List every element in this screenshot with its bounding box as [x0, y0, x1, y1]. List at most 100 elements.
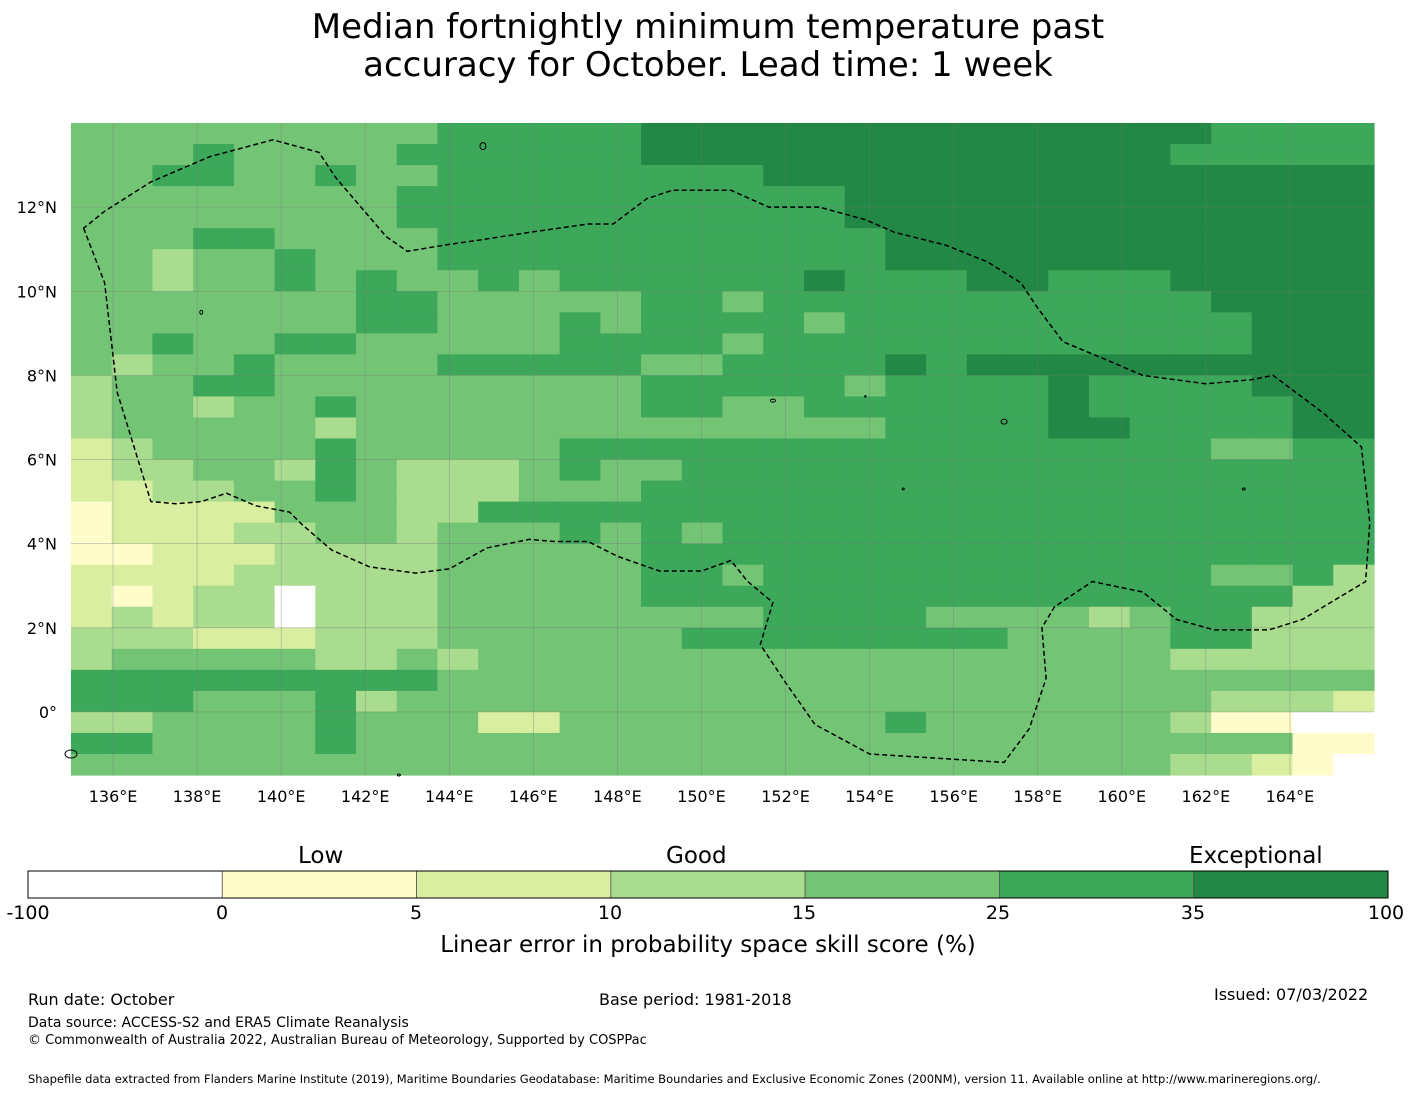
skill-cell — [722, 585, 764, 608]
skill-cell — [1211, 207, 1253, 229]
skill-cell — [111, 753, 154, 776]
skill-cell — [478, 480, 520, 503]
skill-cell — [966, 207, 1009, 229]
skill-cell — [1048, 396, 1090, 419]
skill-cell — [152, 312, 194, 334]
skill-cell — [600, 186, 642, 208]
skill-cell — [559, 417, 601, 440]
skill-cell — [641, 207, 683, 229]
skill-cell — [844, 690, 886, 713]
skill-cell — [1211, 417, 1253, 440]
skill-cell — [885, 543, 927, 566]
skill-cell — [1292, 648, 1334, 671]
skill-cell — [1292, 438, 1334, 461]
skill-cell — [559, 375, 601, 398]
skill-cell — [885, 732, 927, 755]
skill-cell — [1170, 459, 1212, 482]
skill-cell — [1007, 312, 1049, 334]
skill-cell — [1292, 123, 1334, 145]
skill-cell — [926, 732, 968, 755]
skill-cell — [722, 690, 764, 713]
skill-cell — [1170, 417, 1212, 440]
skill-cell — [315, 732, 357, 755]
skill-cell — [600, 585, 642, 608]
skill-cell — [193, 585, 235, 608]
skill-cell — [1088, 627, 1131, 650]
skill-cell — [1333, 711, 1375, 734]
skill-cell — [1007, 144, 1049, 166]
skill-cell — [966, 438, 1009, 461]
skill-cell — [926, 627, 968, 650]
skill-cell — [274, 291, 316, 313]
skill-cell — [1292, 564, 1334, 587]
skill-cell — [600, 333, 642, 355]
skill-cell — [844, 522, 886, 545]
skill-cell — [437, 249, 479, 271]
skill-cell — [722, 606, 764, 629]
skill-cell — [315, 165, 357, 187]
skill-cell — [1251, 333, 1294, 355]
skill-cell — [1211, 522, 1253, 545]
skill-cell — [1211, 249, 1253, 271]
skill-cell — [71, 249, 113, 271]
skill-cell — [722, 249, 764, 271]
skill-cell — [681, 585, 724, 608]
skill-cell — [559, 627, 601, 650]
skill-cell — [356, 543, 398, 566]
skill-cell — [1292, 669, 1334, 692]
skill-cell — [315, 690, 357, 713]
skill-cell — [1007, 606, 1049, 629]
skill-cell — [315, 522, 357, 545]
skill-cell — [641, 312, 683, 334]
skill-cell — [966, 354, 1009, 376]
skill-cell — [763, 648, 805, 671]
skill-cell — [274, 396, 316, 419]
skill-cell — [71, 165, 113, 187]
skill-cell — [681, 753, 724, 776]
skill-cell — [926, 144, 968, 166]
skill-cell — [1088, 543, 1131, 566]
skill-cell — [437, 627, 479, 650]
skill-cell — [926, 648, 968, 671]
skill-cell — [356, 585, 398, 608]
skill-cell — [274, 438, 316, 461]
skill-cell — [233, 270, 276, 292]
skill-cell — [926, 585, 968, 608]
skill-cell — [315, 585, 357, 608]
colorbar-swatch — [1193, 870, 1389, 899]
skill-cell — [478, 249, 520, 271]
skill-cell — [681, 228, 724, 250]
skill-cell — [111, 270, 154, 292]
skill-cell — [437, 438, 479, 461]
skill-cell — [1129, 207, 1172, 229]
skill-cell — [193, 606, 235, 629]
skill-cell — [885, 165, 927, 187]
skill-cell — [559, 438, 601, 461]
skill-cell — [1088, 228, 1131, 250]
skill-cell — [926, 711, 968, 734]
skill-cell — [885, 711, 927, 734]
skill-cell — [518, 480, 561, 503]
skill-cell — [1088, 396, 1131, 419]
lon-tick-label: 144°E — [425, 787, 474, 806]
island-outline — [1241, 487, 1246, 491]
skill-cell — [437, 564, 479, 587]
skill-cell — [356, 186, 398, 208]
lat-tick-label: 12°N — [17, 198, 57, 217]
skill-cell — [885, 270, 927, 292]
skill-cell — [600, 249, 642, 271]
skill-cell — [437, 690, 479, 713]
skill-cell — [844, 123, 886, 145]
skill-cell — [559, 396, 601, 419]
colorbar-tick: 5 — [409, 902, 423, 924]
skill-cell — [274, 186, 316, 208]
skill-cell — [1088, 249, 1131, 271]
skill-cell — [274, 543, 316, 566]
skill-cell — [518, 669, 561, 692]
lon-tick-label: 138°E — [173, 787, 222, 806]
skill-cell — [193, 522, 235, 545]
skill-cell — [396, 711, 439, 734]
eez-boundary — [82, 139, 1371, 764]
skill-cell — [396, 564, 439, 587]
skill-cell — [844, 144, 886, 166]
